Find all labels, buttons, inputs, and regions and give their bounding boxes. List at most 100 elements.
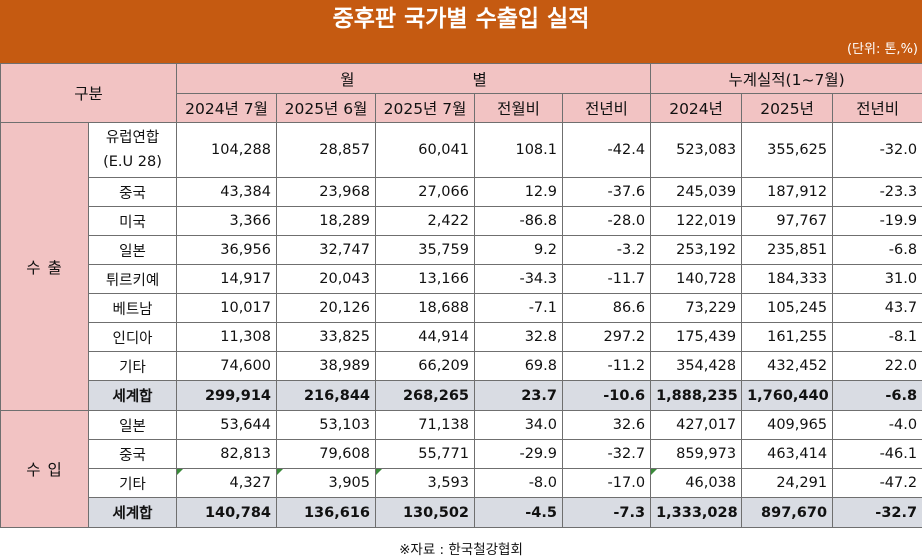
- country-name: 세계합: [88, 380, 177, 411]
- cell-value: 140,784: [176, 497, 277, 528]
- cell-value: 11,308: [176, 322, 277, 352]
- total-row: 세계합 299,914 216,844 268,265 23.7 -10.6 1,888,2…: [1, 380, 922, 411]
- country-name: 기타: [88, 351, 177, 381]
- cell-value: 136,616: [276, 497, 376, 528]
- cell-value: 299,914: [176, 380, 277, 411]
- cell-value: 53,644: [176, 410, 277, 440]
- country-name: 세계합: [88, 497, 177, 528]
- cell-value: 97,767: [741, 206, 834, 236]
- cell-value: -32.7: [561, 439, 652, 469]
- cell-value: -86.8: [474, 206, 563, 236]
- cell-value: -28.0: [561, 206, 652, 236]
- cell-value: -29.9: [474, 439, 563, 469]
- cell-value: 35,759: [375, 235, 475, 265]
- cell-value: 523,083: [650, 122, 743, 178]
- cell-value: 253,192: [650, 235, 743, 265]
- country-name: 기타: [88, 468, 177, 498]
- cell-value: 161,255: [741, 322, 834, 352]
- total-row: 세계합 140,784 136,616 130,502 -4.5 -7.3 1,333,02…: [1, 497, 922, 528]
- country-name-line1: 유럽연합: [105, 130, 160, 146]
- cell-value: 20,126: [276, 293, 376, 323]
- cell-indicator-icon: [177, 469, 183, 475]
- cell-value: 24,291: [741, 468, 834, 498]
- country-name: 튀르키예: [88, 264, 177, 294]
- cell-value: 297.2: [561, 322, 652, 352]
- table-row: 인디아 11,308 33,825 44,914 32.8 297.2 175,439 161…: [1, 322, 922, 352]
- cell-value: -3.2: [561, 235, 652, 265]
- col-header: 2025년: [741, 93, 834, 123]
- cell-value: 409,965: [741, 410, 834, 440]
- cell-value: 859,973: [650, 439, 743, 469]
- page-title: 중후판 국가별 수출입 실적: [332, 6, 590, 32]
- cell-value: -6.8: [832, 235, 922, 265]
- cell-value: 23,968: [276, 177, 376, 207]
- country-name: 중국: [88, 439, 177, 469]
- cell-value: 82,813: [176, 439, 277, 469]
- cell-value: 18,289: [276, 206, 376, 236]
- cell-value: -11.7: [561, 264, 652, 294]
- cell-value: -42.4: [561, 122, 652, 178]
- col-header: 2024년 7월: [176, 93, 277, 123]
- header-cumulative: 누계실적(1~7월): [650, 63, 922, 94]
- cell-value: 18,688: [375, 293, 475, 323]
- cell-value: 9.2: [474, 235, 563, 265]
- header-monthly-left: 월: [340, 70, 355, 89]
- cell-value: 13,166: [375, 264, 475, 294]
- cell-value: 32.8: [474, 322, 563, 352]
- cell-value: -8.1: [832, 322, 922, 352]
- cell-value: -11.2: [561, 351, 652, 381]
- cell-value: 427,017: [650, 410, 743, 440]
- cell-value: 43.7: [832, 293, 922, 323]
- table-row: 베트남 10,017 20,126 18,688 -7.1 86.6 73,229 105,2…: [1, 293, 922, 323]
- cell-value: -19.9: [832, 206, 922, 236]
- country-name: 일본: [88, 235, 177, 265]
- cell-value: -6.8: [832, 380, 922, 411]
- source-note: ※자료 : 한국철강협회: [399, 542, 523, 558]
- cell-value: 105,245: [741, 293, 834, 323]
- cell-value: -46.1: [832, 439, 922, 469]
- cell-value: 66,209: [375, 351, 475, 381]
- cell-value: 1,760,440: [741, 380, 834, 411]
- cell-value: 3,366: [176, 206, 277, 236]
- cell-value: 27,066: [375, 177, 475, 207]
- cell-value: -32.7: [832, 497, 922, 528]
- cell-value: 71,138: [375, 410, 475, 440]
- cell-value: -37.6: [561, 177, 652, 207]
- cell-value: 10,017: [176, 293, 277, 323]
- cell-value: 1,333,028: [650, 497, 743, 528]
- cell-value: 73,229: [650, 293, 743, 323]
- cell-value: -7.1: [474, 293, 563, 323]
- cell-value: -8.0: [474, 468, 563, 498]
- cell-value: 175,439: [650, 322, 743, 352]
- table-row: 미국 3,366 18,289 2,422 -86.8 -28.0 122,019 97,76…: [1, 206, 922, 236]
- cell-value: -10.6: [561, 380, 652, 411]
- cell-value: 69.8: [474, 351, 563, 381]
- cell-value: 140,728: [650, 264, 743, 294]
- cell-value: 34.0: [474, 410, 563, 440]
- table-row: 중국 82,813 79,608 55,771 -29.9 -32.7 859,973 463…: [1, 439, 922, 469]
- table-row: 수 입 일본 53,644 53,103 71,138 34.0 32.6 427,017 40…: [0, 410, 922, 528]
- cell-value: 235,851: [741, 235, 834, 265]
- country-name-line2: (E.U 28): [103, 154, 162, 170]
- cell-value: -17.0: [561, 468, 652, 498]
- country-name: 인디아: [88, 322, 177, 352]
- cell-value: 14,917: [176, 264, 277, 294]
- cell-indicator-icon: [651, 469, 658, 475]
- cell-value: -34.3: [474, 264, 563, 294]
- col-header: 전년비: [561, 93, 652, 123]
- cell-value: 36,956: [176, 235, 277, 265]
- col-header: 전년비: [832, 93, 922, 123]
- cell-value: 268,265: [375, 380, 475, 411]
- col-header: 2024년: [650, 93, 743, 123]
- cell-value: -23.3: [832, 177, 922, 207]
- cell-value: 354,428: [650, 351, 743, 381]
- header-category: 구분: [0, 63, 177, 123]
- cell-indicator-icon: [277, 469, 283, 475]
- table-row: 기타 4,327 3,905 3,593 -8.0 -17.0 46,038 24,291 -4…: [1, 468, 922, 498]
- cell-value: -4.0: [832, 410, 922, 440]
- cell-value: 1,888,235: [650, 380, 743, 411]
- cell-value: 216,844: [276, 380, 376, 411]
- header-monthly-right: 별: [472, 70, 487, 89]
- cell-value: 20,043: [276, 264, 376, 294]
